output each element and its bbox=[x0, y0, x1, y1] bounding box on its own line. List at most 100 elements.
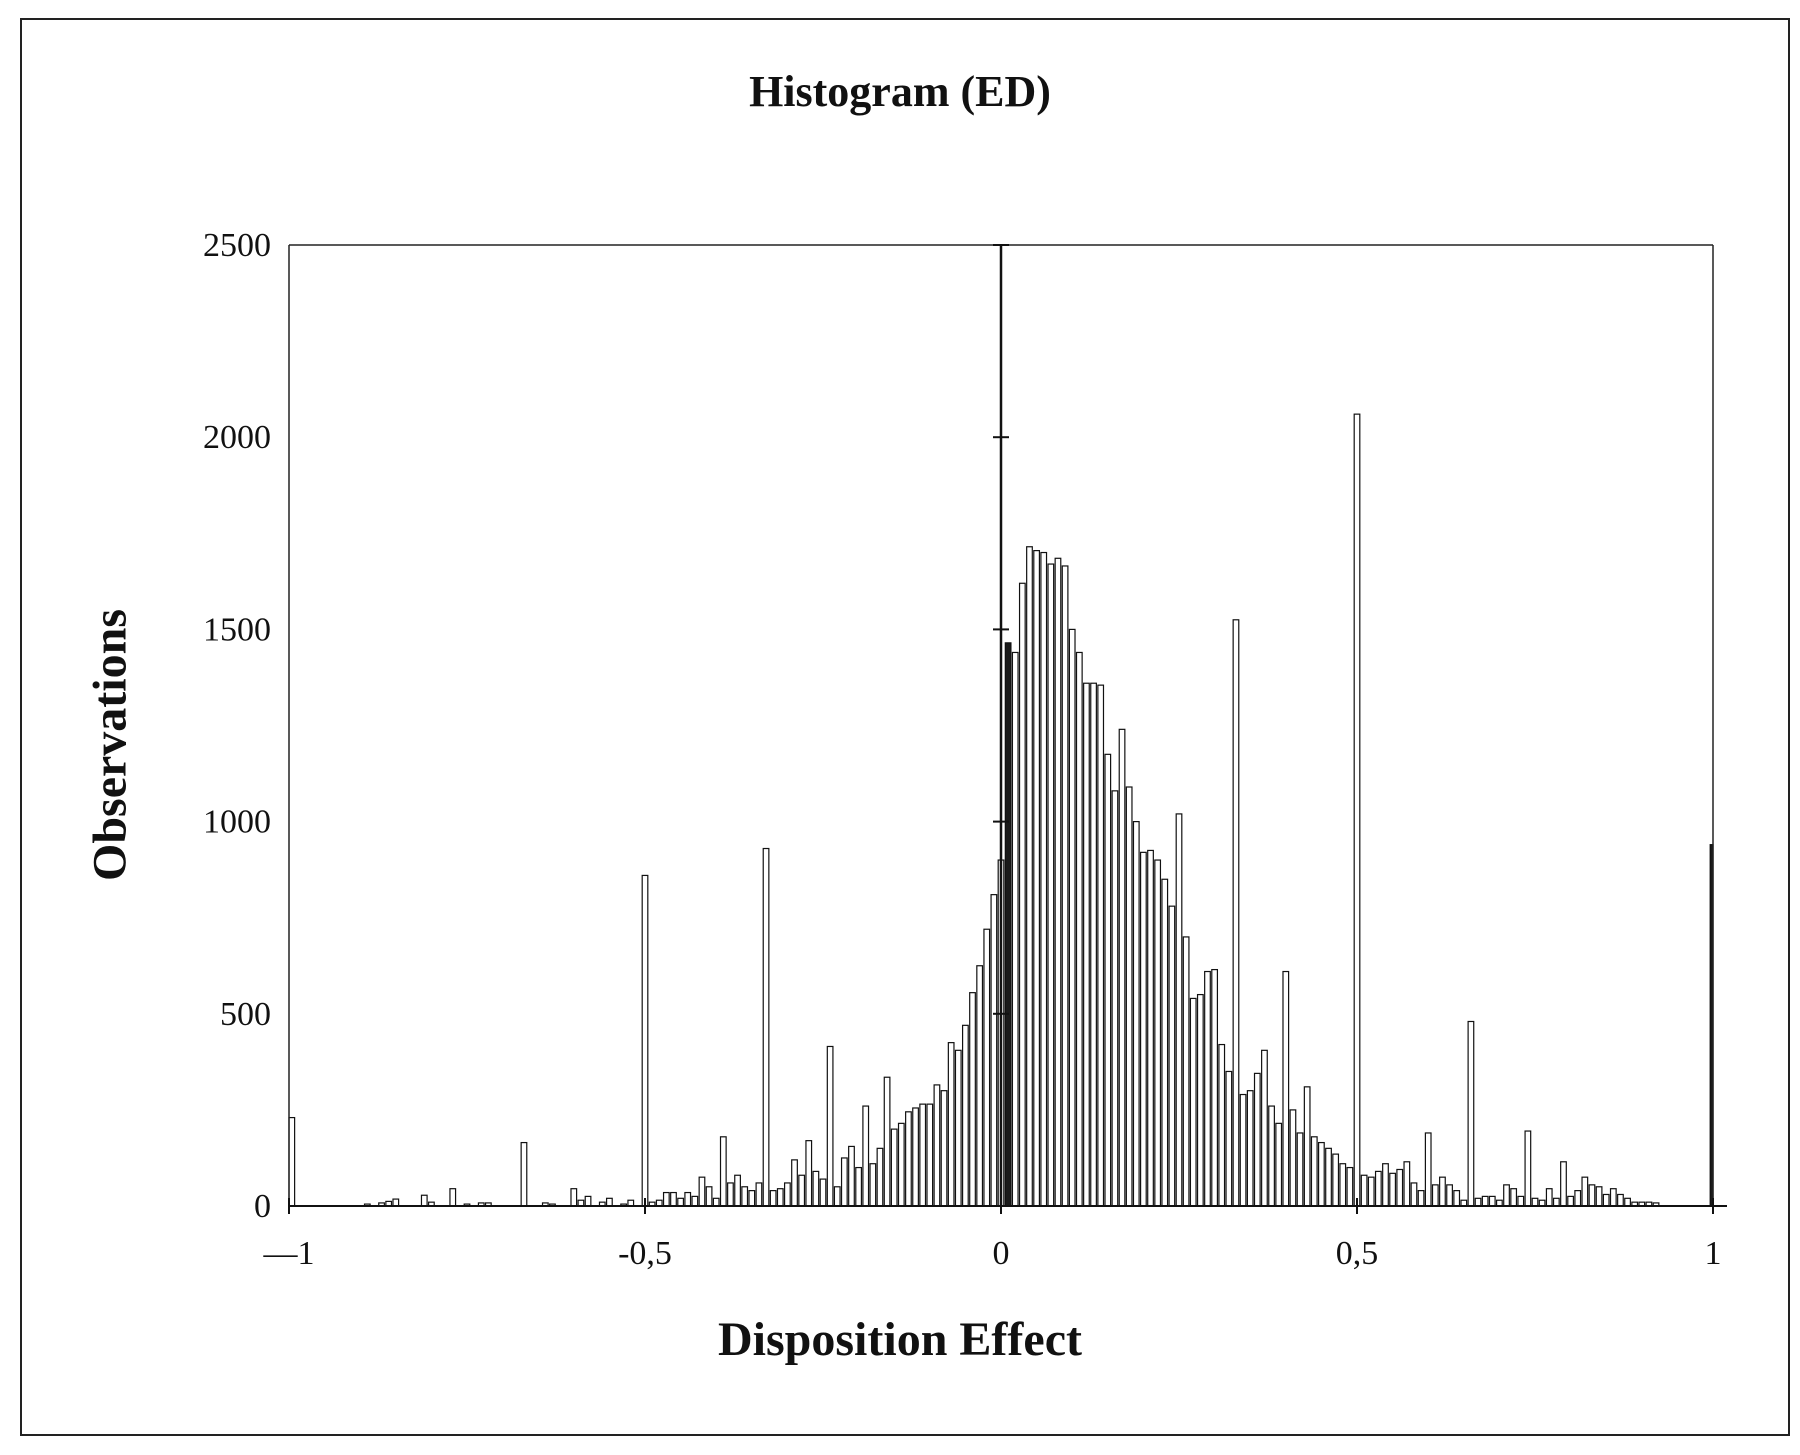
histogram-bar bbox=[1567, 1195, 1575, 1207]
y-tick-label: 1000 bbox=[203, 804, 271, 841]
histogram-bar bbox=[976, 965, 984, 1207]
histogram-bar bbox=[1289, 1109, 1297, 1207]
histogram-bar bbox=[1609, 1188, 1617, 1207]
histogram-bar bbox=[1303, 1086, 1311, 1207]
histogram-bar bbox=[1068, 628, 1076, 1207]
histogram-bar bbox=[1004, 642, 1012, 1207]
histogram-bar bbox=[1097, 684, 1105, 1207]
histogram-bar bbox=[1360, 1174, 1368, 1207]
histogram-bar bbox=[1374, 1170, 1382, 1207]
histogram-bar bbox=[833, 1186, 841, 1207]
histogram-bar bbox=[1225, 1070, 1233, 1207]
y-tick-label: 2500 bbox=[203, 227, 271, 264]
histogram-bar bbox=[776, 1188, 784, 1207]
histogram-bar bbox=[1531, 1197, 1539, 1207]
y-tick-label: 0 bbox=[254, 1188, 271, 1225]
histogram-bar bbox=[1125, 786, 1133, 1207]
histogram-bar bbox=[826, 1045, 834, 1207]
histogram-bar bbox=[1090, 682, 1097, 1207]
histogram-bar bbox=[1417, 1190, 1425, 1207]
histogram-bar bbox=[862, 1105, 870, 1207]
histogram-bar bbox=[1332, 1153, 1340, 1207]
histogram-bar bbox=[691, 1195, 699, 1207]
histogram-bar bbox=[1132, 820, 1140, 1207]
x-tick-label: 0 bbox=[993, 1235, 1010, 1272]
histogram-bar bbox=[897, 1122, 905, 1207]
histogram-bar bbox=[1410, 1182, 1418, 1207]
histogram-bar bbox=[1552, 1197, 1560, 1207]
histogram-bar bbox=[990, 894, 998, 1207]
histogram-bar bbox=[890, 1128, 898, 1207]
histogram-bar bbox=[1147, 849, 1154, 1207]
x-tick-label: —1 bbox=[263, 1235, 315, 1272]
histogram-bar bbox=[1431, 1184, 1439, 1207]
histogram-bar bbox=[1204, 970, 1211, 1207]
histogram-bar bbox=[798, 1174, 806, 1207]
histogram-bar bbox=[748, 1190, 756, 1207]
histogram-bar bbox=[926, 1103, 934, 1207]
histogram-bar bbox=[1011, 651, 1019, 1207]
histogram-bar bbox=[1382, 1163, 1389, 1207]
histogram-bar bbox=[876, 1147, 884, 1207]
histogram-bar bbox=[1353, 413, 1361, 1207]
histogram-bar bbox=[1026, 546, 1033, 1207]
histogram-bar bbox=[1253, 1072, 1261, 1207]
histogram-bar bbox=[783, 1182, 791, 1207]
x-tick-label: 0,5 bbox=[1336, 1235, 1379, 1272]
histogram-bar bbox=[1189, 997, 1197, 1207]
histogram-bar bbox=[288, 1116, 296, 1207]
histogram-bar bbox=[1467, 1020, 1475, 1207]
histogram-bar bbox=[741, 1186, 749, 1207]
histogram-bar bbox=[1282, 970, 1290, 1207]
histogram-bar bbox=[392, 1198, 400, 1207]
histogram-bar bbox=[983, 928, 991, 1207]
histogram-bar bbox=[1111, 790, 1119, 1207]
histogram-bar bbox=[1560, 1161, 1567, 1207]
histogram-bar bbox=[1239, 1093, 1247, 1207]
histogram-bar bbox=[1196, 993, 1204, 1207]
histogram-bar bbox=[1218, 1043, 1226, 1207]
histogram-bar bbox=[1602, 1193, 1610, 1207]
histogram-bar bbox=[1075, 651, 1083, 1207]
histogram-bar bbox=[1624, 1197, 1631, 1207]
histogram-bar bbox=[954, 1049, 962, 1207]
histogram-bar bbox=[1104, 753, 1112, 1207]
histogram-bar bbox=[570, 1188, 578, 1207]
histogram-bar bbox=[1268, 1105, 1275, 1207]
histogram-bar bbox=[1175, 813, 1183, 1207]
histogram-bar bbox=[805, 1140, 813, 1207]
histogram-bar bbox=[1275, 1122, 1283, 1207]
histogram-bar bbox=[727, 1182, 734, 1207]
histogram-bar bbox=[1325, 1147, 1332, 1207]
histogram-bar bbox=[1424, 1132, 1432, 1207]
histogram-bar bbox=[719, 1136, 727, 1207]
histogram-bar bbox=[940, 1090, 948, 1207]
histogram-bar bbox=[969, 992, 976, 1207]
histogram-bar bbox=[912, 1107, 919, 1207]
x-axis-title: Disposition Effect bbox=[718, 1313, 1082, 1366]
histogram-bar bbox=[684, 1191, 692, 1207]
y-tick-label: 1500 bbox=[203, 611, 271, 648]
histogram-bar bbox=[1446, 1184, 1453, 1207]
histogram-bar bbox=[641, 874, 649, 1207]
histogram-bar bbox=[947, 1042, 955, 1207]
histogram-bar bbox=[1139, 851, 1147, 1207]
histogram-bar bbox=[769, 1190, 777, 1207]
histogram-bar bbox=[1310, 1136, 1318, 1207]
histogram-bar bbox=[662, 1191, 670, 1207]
histogram-bar bbox=[812, 1170, 820, 1207]
histogram-bar bbox=[1182, 936, 1190, 1207]
histogram-bar bbox=[605, 1197, 613, 1207]
histogram-bar bbox=[1517, 1195, 1525, 1207]
histogram-bar bbox=[1574, 1190, 1582, 1207]
histogram-bar bbox=[1211, 968, 1219, 1207]
histogram-bar bbox=[1481, 1195, 1489, 1207]
histogram-bar bbox=[1317, 1141, 1325, 1207]
chart-title: Histogram (ED) bbox=[749, 67, 1051, 116]
histogram-bar bbox=[791, 1159, 798, 1207]
histogram-bar bbox=[1296, 1132, 1304, 1207]
histogram-bar bbox=[1510, 1188, 1518, 1207]
histogram-bar bbox=[848, 1145, 855, 1207]
histogram-bar bbox=[1339, 1163, 1347, 1207]
